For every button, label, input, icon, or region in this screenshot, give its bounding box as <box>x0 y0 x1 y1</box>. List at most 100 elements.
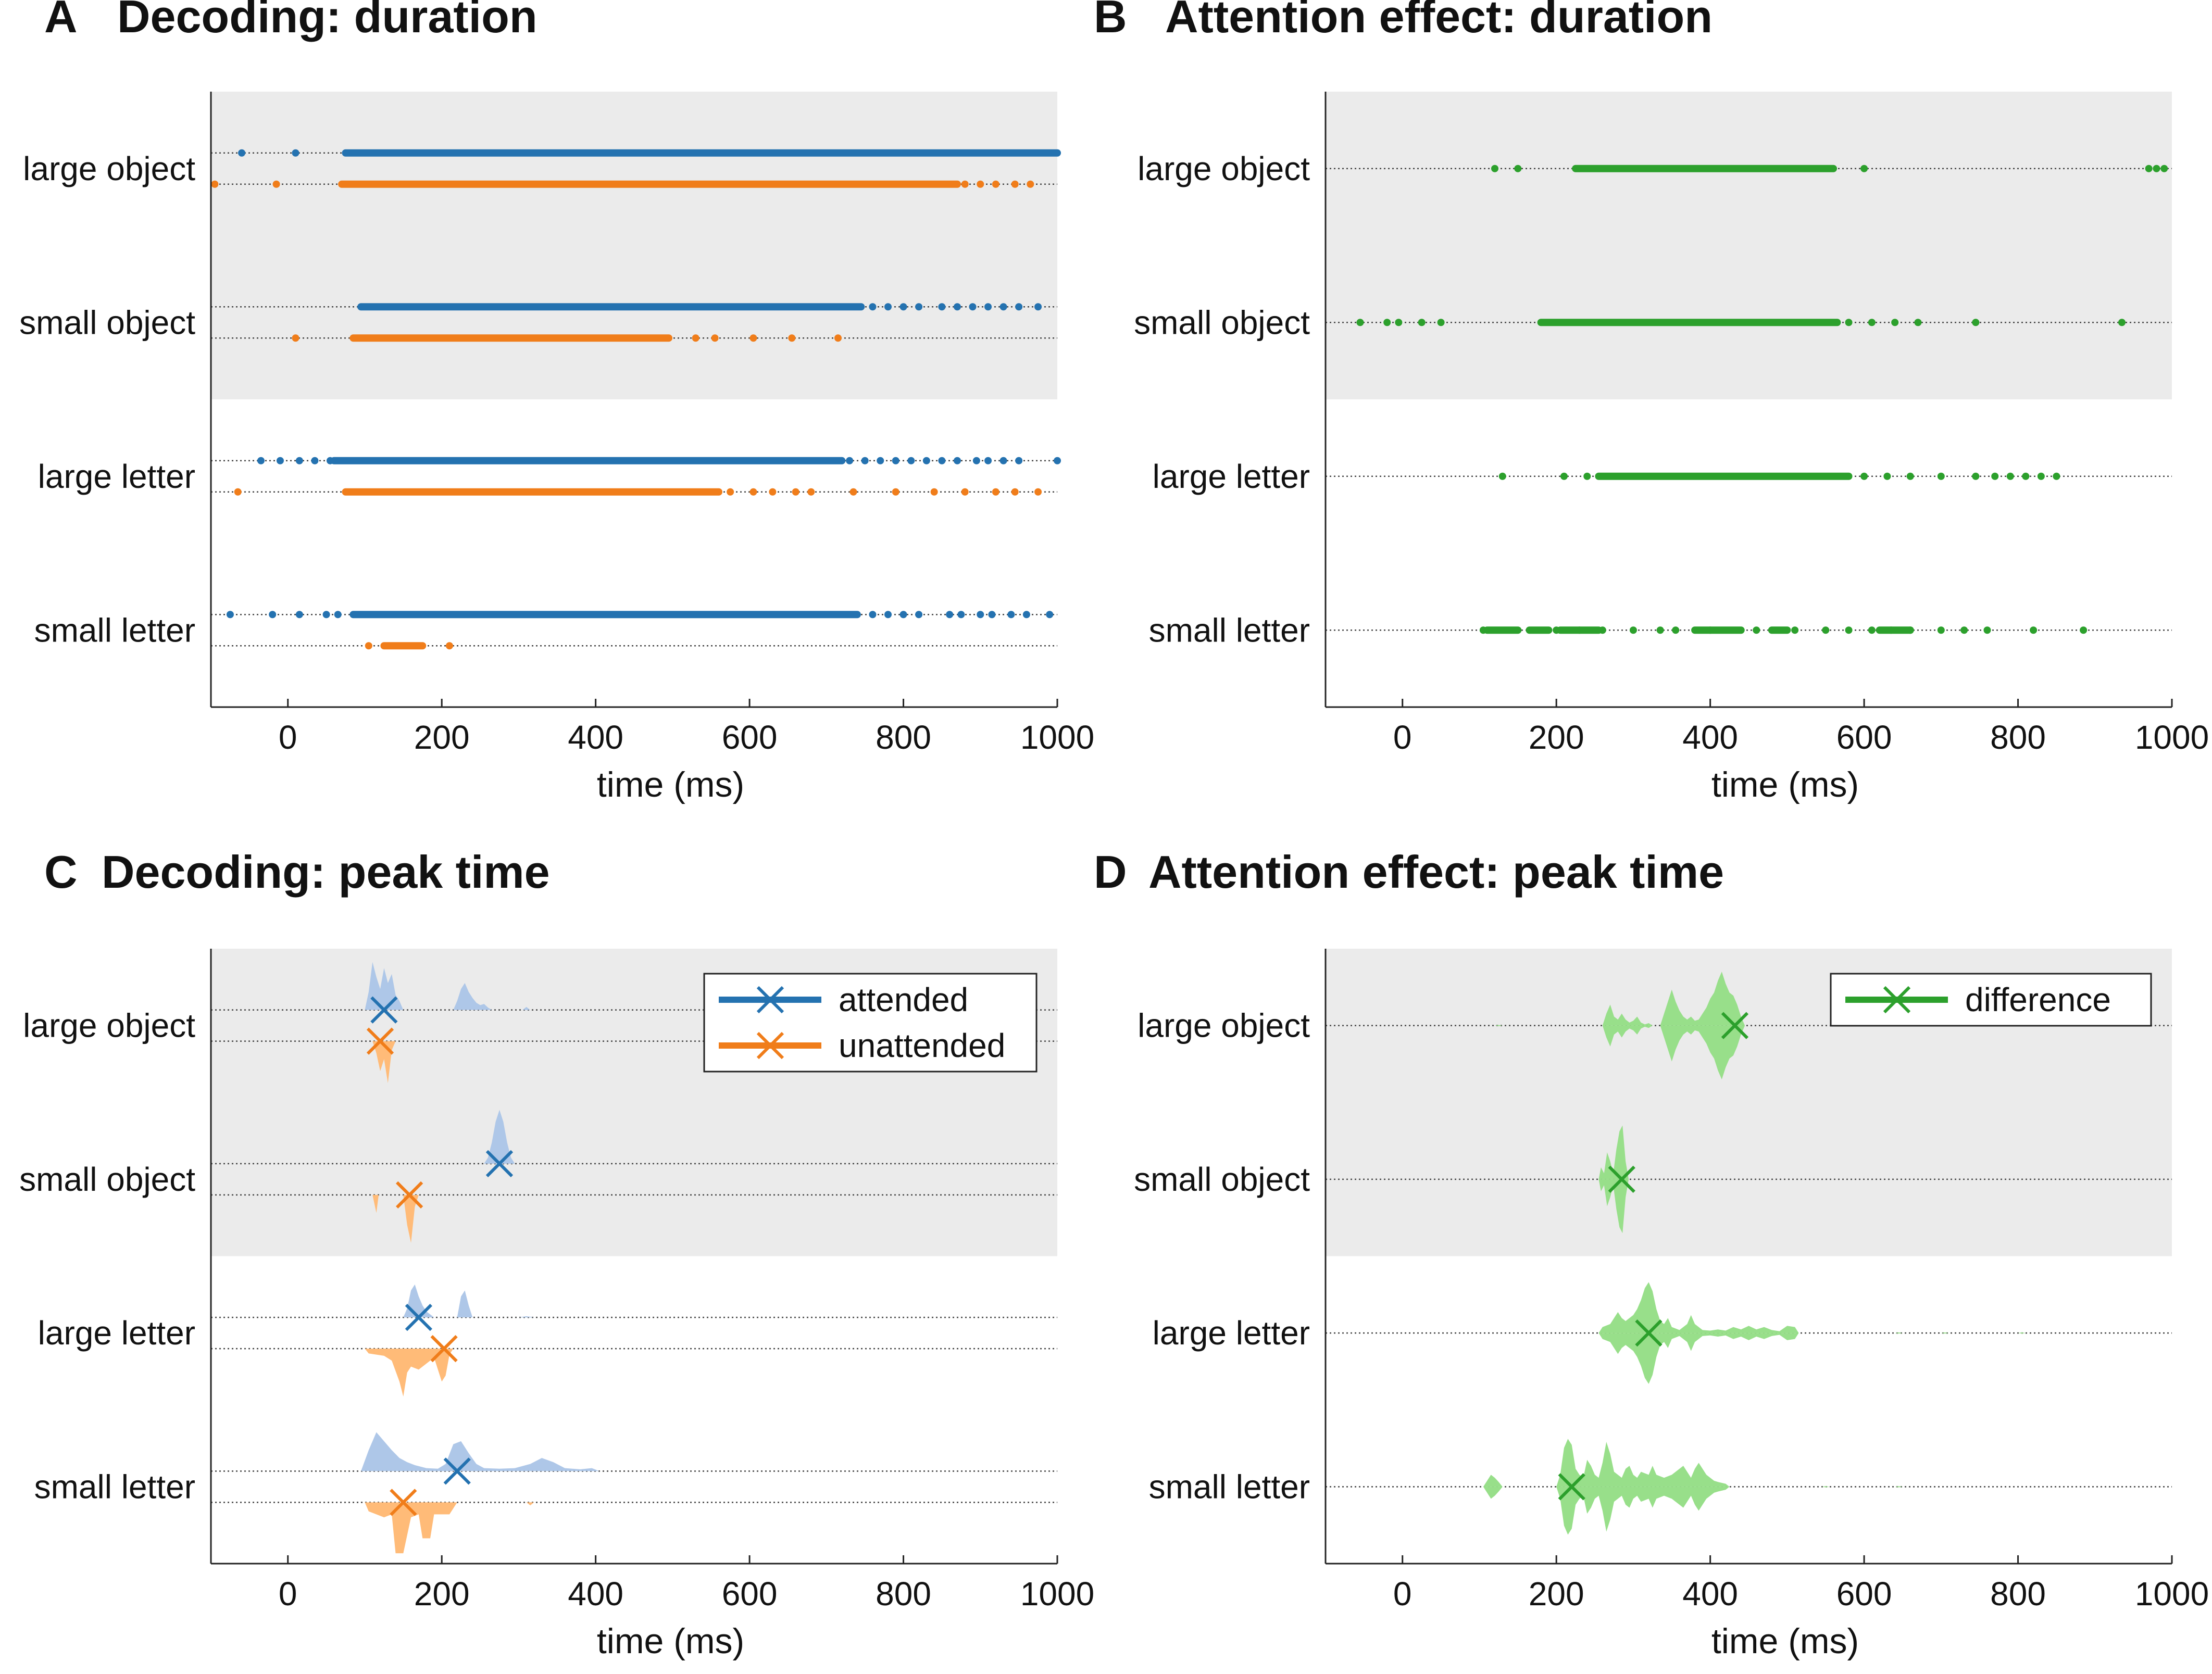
significant-point <box>749 488 757 496</box>
significant-point <box>1583 472 1591 480</box>
significant-point <box>1960 626 1968 634</box>
x-axis-label: time (ms) <box>597 1621 744 1661</box>
significant-point <box>295 457 303 464</box>
significant-point <box>749 334 757 342</box>
significant-point <box>234 488 242 496</box>
panel-title: Attention effect: duration <box>1165 0 1713 42</box>
significant-point <box>1598 626 1606 634</box>
significant-point <box>1983 626 1991 634</box>
significant-point <box>1860 472 1868 480</box>
peak-marker <box>1721 1012 1749 1039</box>
legend: difference <box>1830 973 2152 1027</box>
significant-point <box>1972 319 1980 326</box>
panel-title: Attention effect: peak time <box>1148 846 1724 898</box>
significant-point <box>365 642 372 650</box>
significant-point <box>1822 626 1830 634</box>
significant-point <box>1972 472 1980 480</box>
significant-point <box>2153 165 2160 172</box>
x-tick-label: 600 <box>722 719 778 756</box>
x-tick-label: 1000 <box>2135 1575 2209 1613</box>
significant-point <box>1011 180 1019 188</box>
legend-entry-difference: difference <box>1845 981 2111 1018</box>
significant-point <box>899 303 907 311</box>
significant-point <box>988 611 996 619</box>
significant-point <box>972 457 980 464</box>
significant-point <box>692 334 699 342</box>
object-shading <box>211 92 1057 399</box>
marker-stroke <box>485 1150 514 1177</box>
peak-marker <box>370 996 398 1024</box>
peak-marker <box>1635 1319 1663 1347</box>
panel-label: A <box>44 0 78 42</box>
legend-marker <box>1883 986 1911 1014</box>
significant-point <box>1672 626 1680 634</box>
significant-point <box>1883 472 1891 480</box>
category-label: small letter <box>34 611 195 649</box>
peak-marker <box>1608 1165 1635 1193</box>
legend-marker <box>756 986 784 1014</box>
x-tick-label: 800 <box>876 1575 931 1613</box>
significant-point <box>2053 472 2060 480</box>
peak-distribution <box>1598 1333 2026 1384</box>
x-tick-label: 1000 <box>2135 719 2209 756</box>
peak-distribution <box>361 1432 600 1471</box>
peak-marker <box>366 1027 394 1055</box>
significant-point <box>999 303 1007 311</box>
significant-point <box>1437 319 1445 326</box>
x-tick-label: 800 <box>1990 1575 2046 1613</box>
legend-label: difference <box>1965 981 2111 1018</box>
series-difference <box>1483 972 2026 1535</box>
significant-point <box>961 180 969 188</box>
panel-c: C Decoding: peak time large object small ob… <box>19 846 1094 1661</box>
x-tick-label: 400 <box>1682 1575 1738 1613</box>
category-label: large letter <box>1153 1314 1310 1352</box>
x-tick-label: 0 <box>279 719 297 756</box>
significant-point <box>930 488 938 496</box>
significant-point <box>238 149 246 157</box>
significant-point <box>2080 626 2088 634</box>
x-tick-label: 800 <box>1990 719 2046 756</box>
peak-marker <box>405 1304 432 1331</box>
x-axis-label: time (ms) <box>597 765 744 804</box>
category-label: large letter <box>38 458 195 495</box>
significant-point <box>892 457 899 464</box>
category-label: small object <box>1134 1161 1310 1198</box>
significant-point <box>807 488 815 496</box>
significant-point <box>2022 472 2030 480</box>
category-label: small letter <box>1149 1468 1310 1505</box>
x-tick-label: 200 <box>414 1575 470 1613</box>
significant-point <box>869 303 877 311</box>
x-tick-label: 400 <box>1682 719 1738 756</box>
significant-point <box>2006 472 2014 480</box>
significant-point <box>292 149 299 157</box>
object-shading <box>1326 92 2172 399</box>
panel-a: A Decoding: duration large object small obj… <box>19 0 1094 804</box>
significant-point <box>1845 626 1853 634</box>
x-tick-label: 600 <box>722 1575 778 1613</box>
significant-point <box>992 180 999 188</box>
marker-stroke <box>390 1489 417 1516</box>
significant-point <box>2160 165 2168 172</box>
significant-point <box>1937 626 1945 634</box>
peak-distribution <box>1495 1025 1745 1080</box>
significant-point <box>257 457 265 464</box>
significant-point <box>957 611 965 619</box>
x-tick-label: 600 <box>1836 719 1892 756</box>
significant-point <box>1906 472 1914 480</box>
significant-point <box>727 488 734 496</box>
significant-point <box>961 488 969 496</box>
significant-point <box>1418 319 1426 326</box>
marker-stroke <box>1608 1165 1635 1193</box>
significant-point <box>272 180 280 188</box>
category-label: large object <box>23 1007 195 1044</box>
significant-point <box>977 611 984 619</box>
legend-label: attended <box>839 981 968 1018</box>
significant-point <box>1011 488 1019 496</box>
significant-point <box>269 611 277 619</box>
significant-point <box>849 488 857 496</box>
significant-point <box>984 457 992 464</box>
significant-point <box>922 457 930 464</box>
x-tick-label: 200 <box>1529 719 1584 756</box>
x-tick-label: 400 <box>568 719 623 756</box>
